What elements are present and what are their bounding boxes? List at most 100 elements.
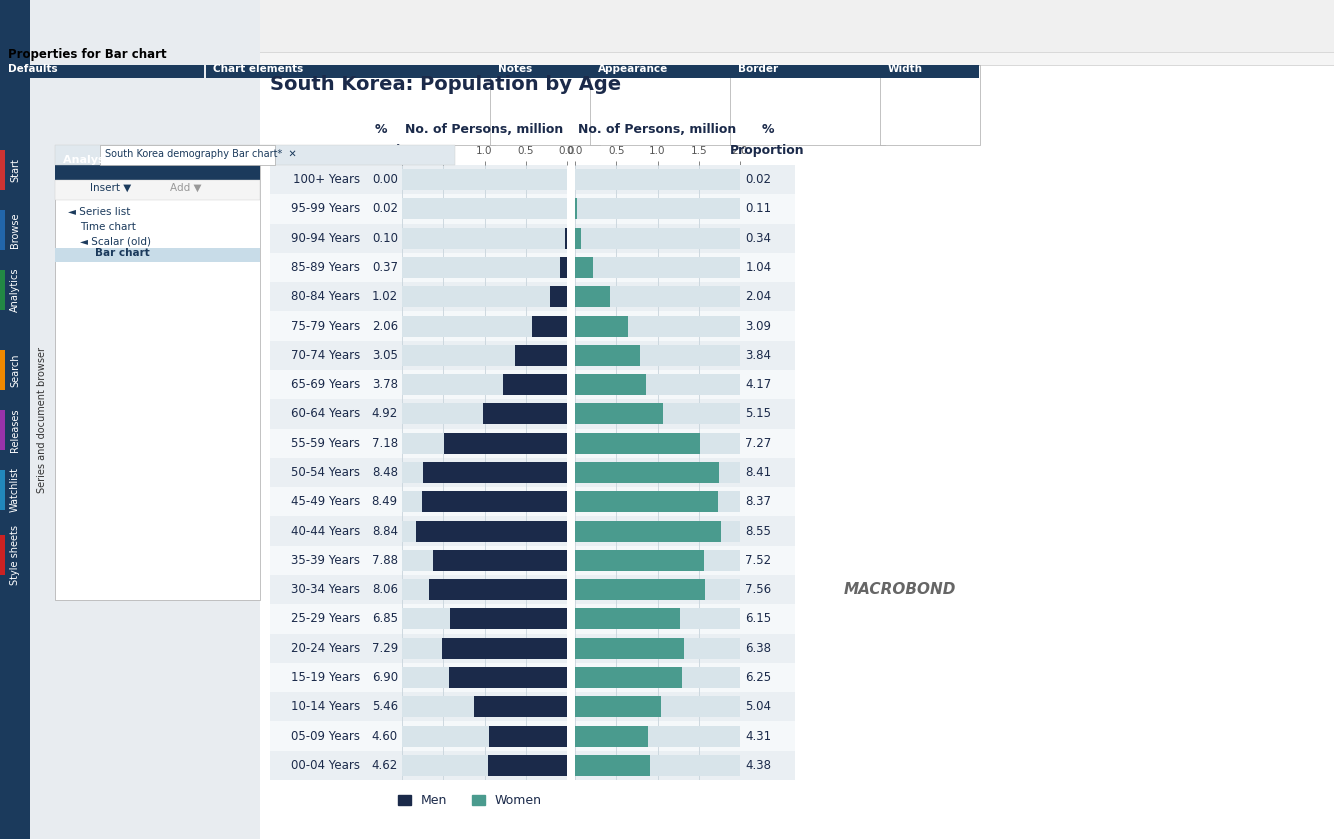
Legend: Men, Women: Men, Women [399,795,542,807]
Bar [575,520,740,542]
Bar [575,404,663,425]
Bar [402,404,567,425]
Bar [575,404,740,425]
Bar [575,345,640,366]
Bar [360,341,402,370]
Bar [269,722,360,751]
Bar [575,638,684,659]
Text: South Korea: Population by Age: South Korea: Population by Age [269,75,622,94]
Bar [515,345,567,366]
Bar [402,667,567,688]
Text: Browse: Browse [9,212,20,248]
Bar [575,696,660,717]
Bar [402,223,567,253]
Text: 0.37: 0.37 [372,261,398,274]
Bar [444,433,567,454]
Text: 0.02: 0.02 [746,173,771,186]
Bar [402,520,567,542]
Bar [575,492,740,513]
Text: 0.34: 0.34 [746,232,771,245]
Bar [360,692,402,722]
Bar [560,257,567,278]
Bar [575,433,740,454]
Bar [360,458,402,487]
Bar [402,722,567,751]
Text: ◄ Scalar (old): ◄ Scalar (old) [80,237,151,247]
Text: 2.04: 2.04 [746,290,771,303]
Bar [575,311,740,341]
Bar [575,492,740,513]
Bar [402,492,567,513]
Bar [402,638,567,659]
Bar [402,550,567,571]
Bar [575,550,704,571]
Text: 8.55: 8.55 [746,524,771,538]
Bar [402,487,567,517]
Bar [740,399,795,429]
Bar [575,667,682,688]
Bar [269,370,360,399]
Bar [575,165,740,195]
Bar [740,253,795,282]
Bar [575,462,719,483]
Text: 6.38: 6.38 [746,642,771,654]
Bar [740,223,795,253]
Bar [360,604,402,633]
Bar [360,663,402,692]
Bar [269,545,360,575]
Bar [360,545,402,575]
Bar [575,253,740,282]
Bar [402,520,567,542]
Bar [566,227,567,248]
Bar [575,638,684,659]
Bar [402,575,567,604]
Bar [575,755,740,776]
Bar [430,579,567,600]
Bar [575,604,740,633]
Bar [360,370,402,399]
Bar [269,429,360,458]
Bar [269,341,360,370]
Bar [575,345,740,366]
Bar [740,165,795,195]
Text: No. of Persons, million: No. of Persons, million [579,122,736,136]
Bar [575,696,740,717]
Bar [740,487,795,517]
Bar [488,726,567,747]
Bar [360,722,402,751]
Bar [503,374,567,395]
Text: Add ▼: Add ▼ [169,183,201,193]
Bar [575,374,646,395]
Bar [575,370,740,399]
Text: Insert ▼: Insert ▼ [89,183,131,193]
Text: Releases: Releases [9,409,20,451]
Text: 20-24 Years: 20-24 Years [291,642,360,654]
Bar [575,374,740,395]
Text: Proportion: Proportion [730,143,804,157]
Bar [740,282,795,311]
Text: 3.09: 3.09 [746,320,771,332]
Text: Border: Border [738,64,778,74]
Bar [575,462,740,483]
Bar [740,341,795,370]
Bar [402,195,567,223]
Bar [575,345,740,366]
Bar [443,638,567,659]
Bar [575,520,740,542]
Bar [360,517,402,545]
Bar [740,370,795,399]
Bar [575,608,680,629]
Text: No. of Persons, million: No. of Persons, million [406,122,564,136]
Bar [531,315,567,336]
Bar [560,257,567,278]
Text: Watchlist: Watchlist [9,467,20,513]
Text: Chart elements: Chart elements [213,64,303,74]
Bar [360,195,402,223]
Bar [575,282,740,311]
Bar [575,517,740,545]
Bar [474,696,567,717]
Text: 95-99 Years: 95-99 Years [291,202,360,216]
Bar [575,433,699,454]
Bar [575,667,682,688]
Bar [575,374,740,395]
